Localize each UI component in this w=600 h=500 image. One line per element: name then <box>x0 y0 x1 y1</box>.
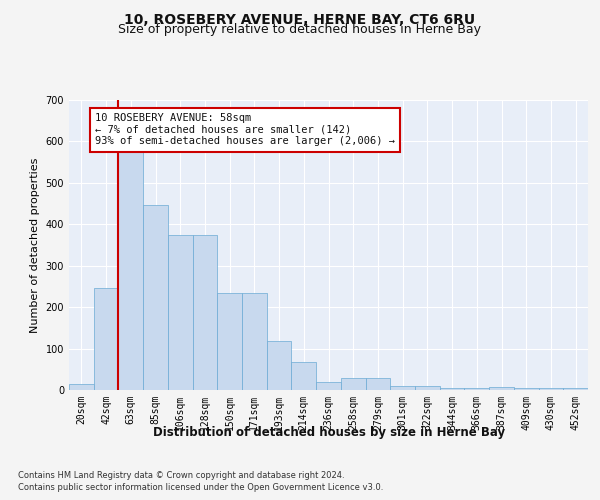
Bar <box>94 288 118 390</box>
Bar <box>341 378 365 390</box>
Bar <box>242 292 267 390</box>
Text: Size of property relative to detached houses in Herne Bay: Size of property relative to detached ho… <box>119 24 482 36</box>
Bar <box>69 384 94 390</box>
Bar <box>390 386 415 390</box>
Bar <box>217 292 242 390</box>
Bar <box>267 341 292 390</box>
Text: 10, ROSEBERY AVENUE, HERNE BAY, CT6 6RU: 10, ROSEBERY AVENUE, HERNE BAY, CT6 6RU <box>124 12 476 26</box>
Text: Contains public sector information licensed under the Open Government Licence v3: Contains public sector information licen… <box>18 483 383 492</box>
Bar <box>440 388 464 390</box>
Bar <box>118 146 143 390</box>
Bar <box>292 362 316 390</box>
Bar <box>316 382 341 390</box>
Bar <box>464 388 489 390</box>
Bar <box>415 386 440 390</box>
Bar <box>489 386 514 390</box>
Y-axis label: Number of detached properties: Number of detached properties <box>30 158 40 332</box>
Bar <box>539 388 563 390</box>
Bar <box>563 388 588 390</box>
Bar <box>168 234 193 390</box>
Text: 10 ROSEBERY AVENUE: 58sqm
← 7% of detached houses are smaller (142)
93% of semi-: 10 ROSEBERY AVENUE: 58sqm ← 7% of detach… <box>95 114 395 146</box>
Bar <box>365 378 390 390</box>
Bar <box>514 388 539 390</box>
Bar <box>193 234 217 390</box>
Text: Distribution of detached houses by size in Herne Bay: Distribution of detached houses by size … <box>153 426 505 439</box>
Text: Contains HM Land Registry data © Crown copyright and database right 2024.: Contains HM Land Registry data © Crown c… <box>18 472 344 480</box>
Bar <box>143 205 168 390</box>
